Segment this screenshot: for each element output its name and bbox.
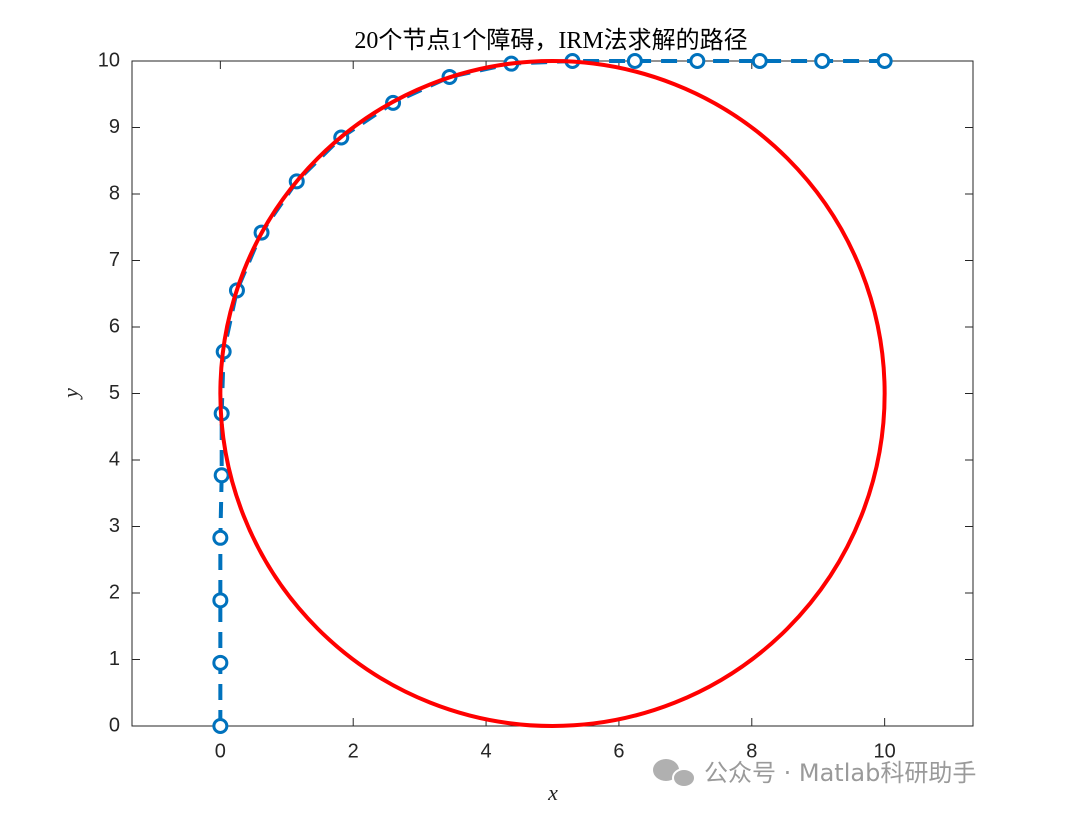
path-node [626, 53, 643, 69]
path-line [218, 59, 885, 726]
path-node [212, 592, 229, 609]
x-axis-label: x [547, 780, 558, 805]
y-tick-label: 3 [109, 515, 120, 537]
y-axis-label: y [58, 388, 83, 400]
y-tick-label: 4 [109, 448, 120, 470]
watermark: 公众号 · Matlab科研助手 [704, 759, 976, 787]
y-tick-label: 5 [109, 382, 120, 404]
y-tick-label: 0 [109, 714, 120, 736]
path-node [876, 53, 893, 69]
y-tick-label: 10 [98, 49, 120, 71]
y-tick-label: 7 [109, 249, 120, 271]
obstacle [218, 59, 887, 728]
path-node [213, 467, 230, 484]
y-tick-label: 6 [109, 315, 120, 337]
x-tick-label: 10 [874, 740, 896, 762]
path-node [814, 53, 831, 69]
y-tick-label: 1 [109, 648, 120, 670]
x-tick-label: 8 [746, 740, 757, 762]
x-tick-label: 4 [481, 740, 492, 762]
path-node [212, 718, 229, 734]
y-tick-label: 8 [109, 182, 120, 204]
path-node [212, 529, 229, 546]
watermark-icon [653, 759, 696, 788]
path-node [212, 654, 229, 671]
x-tick-label: 6 [613, 740, 624, 762]
x-tick-label: 2 [348, 740, 359, 762]
path-node [689, 53, 706, 69]
chart-title: 20个节点1个障碍，IRM法求解的路径 [354, 27, 747, 54]
y-tick-label: 2 [109, 581, 120, 603]
plot-area [131, 60, 974, 727]
x-tick-label: 0 [215, 740, 226, 762]
y-tick-label: 9 [109, 116, 120, 138]
path-node [751, 53, 768, 69]
